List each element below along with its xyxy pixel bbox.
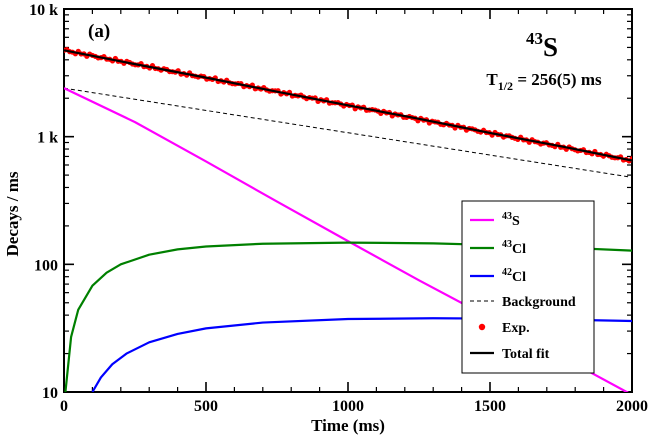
legend-element: Cl: [512, 242, 526, 257]
half-life-subscript: 1/2: [498, 79, 513, 93]
x-tick-label: 1500: [474, 398, 506, 415]
minor-ticks: [64, 9, 632, 392]
data-curves: [64, 47, 632, 392]
legend-mass: 43: [502, 239, 512, 250]
legend-mass: 43: [502, 211, 512, 222]
cl43-line: [64, 241, 632, 392]
y-tick-label: 100: [34, 257, 58, 274]
half-life-label: T1/2 = 256(5) ms: [486, 70, 602, 93]
y-tick-labels: 10 100 1 k 10 k: [29, 2, 58, 402]
legend-label-cl43: 43Cl: [502, 239, 526, 257]
isotope-title: 43S: [526, 29, 558, 62]
legend-label-cl42: 42Cl: [502, 267, 526, 285]
legend-element: S: [512, 214, 520, 229]
x-axis-label: Time (ms): [311, 416, 385, 435]
x-tick-label: 2000: [616, 398, 648, 415]
x-tick-label: 500: [194, 398, 218, 415]
major-ticks: [63, 8, 633, 393]
y-tick-label: 10 k: [29, 2, 58, 19]
y-tick-label: 10: [42, 385, 58, 402]
legend-label-bg: Background: [502, 295, 576, 310]
x-tick-label: 1000: [332, 398, 364, 415]
x-tick-labels: 0 500 1000 1500 2000: [60, 398, 648, 415]
y-axis-label: Decays / ms: [3, 171, 22, 256]
x-tick-label: 0: [60, 398, 68, 415]
cl42-line: [91, 317, 632, 392]
legend-element: Cl: [512, 270, 526, 285]
total-fit-line: [64, 49, 632, 162]
isotope-title-element: S: [543, 32, 558, 62]
half-life-value: = 256(5) ms: [513, 70, 602, 89]
legend-label-fit: Total fit: [502, 347, 550, 362]
legend-label-s43: 43S: [502, 211, 520, 229]
legend-mass: 42: [502, 267, 512, 278]
isotope-title-mass: 43: [526, 29, 543, 48]
legend-label-exp: Exp.: [502, 321, 530, 336]
background-line: [64, 87, 632, 178]
legend-box: [461, 200, 595, 374]
panel-label: (a): [88, 21, 110, 42]
half-life-prefix: T: [486, 70, 498, 89]
legend-marker-exp: [478, 323, 486, 331]
y-tick-label: 1 k: [37, 130, 58, 147]
